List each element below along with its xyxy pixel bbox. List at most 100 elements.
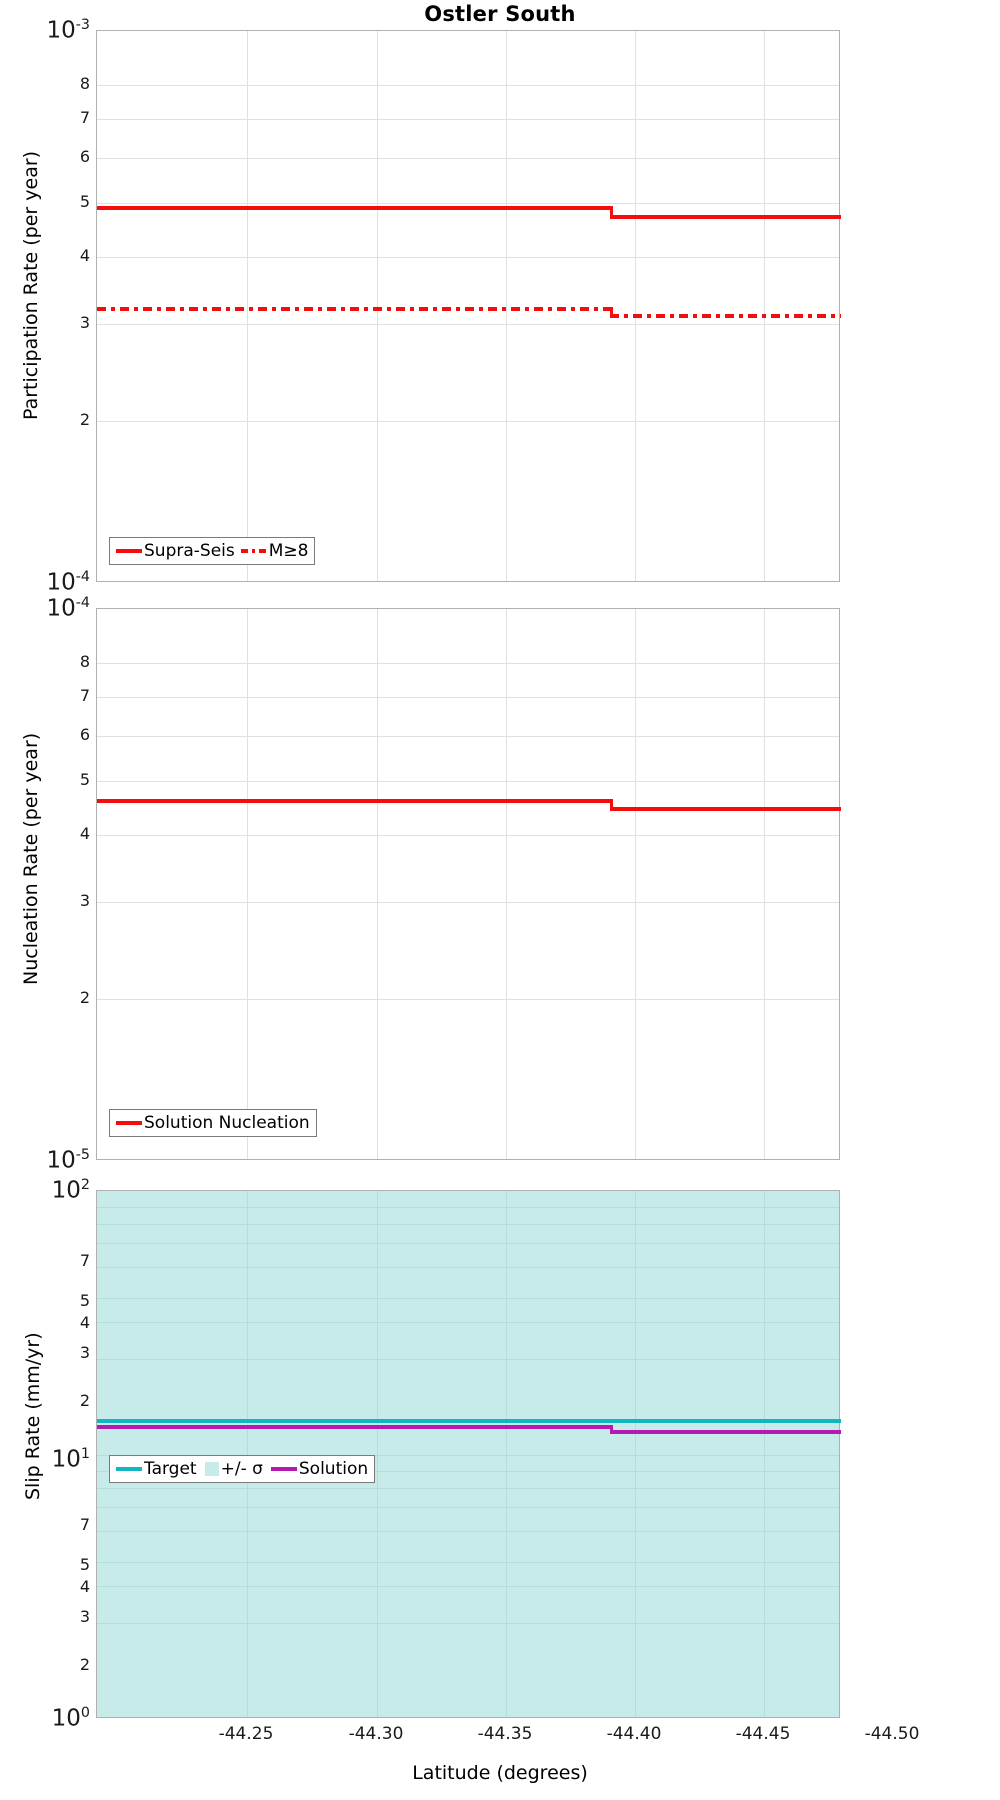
gridline-h [97, 1531, 839, 1532]
gridline-v [377, 31, 378, 581]
series-solution-riser [610, 1425, 613, 1434]
ytick-p3: 4 [79, 1577, 90, 1596]
gridline-h [97, 85, 839, 86]
line-dashdot-icon [240, 549, 267, 553]
ytick-p1-top: 10-3 [46, 17, 91, 44]
xlabel-latitude: Latitude (degrees) [412, 1762, 588, 1784]
exponent: -4 [75, 595, 90, 611]
gridline-v [506, 1191, 507, 1717]
gridline-v [764, 609, 765, 1159]
gridline-v [635, 31, 636, 581]
gridline-h [97, 421, 839, 422]
series-solution-nucleation-segment [97, 799, 612, 803]
exponent: -5 [75, 1147, 90, 1163]
series-target-segment [97, 1419, 612, 1423]
xtick: -44.40 [606, 1724, 662, 1744]
ytick-p2: 2 [79, 988, 90, 1007]
gridline-h [97, 697, 839, 698]
gridline-h [97, 1224, 839, 1225]
ytick-p2: 4 [79, 824, 90, 843]
gridline-h [97, 203, 839, 204]
panel-nucleation-rate: Solution Nucleation [96, 608, 841, 1160]
ytick-p3-mid: 101 [51, 1446, 90, 1473]
line-solid-icon [116, 549, 142, 553]
ytick-p2-top: 10-4 [46, 595, 91, 622]
panel-slip-rate: Target +/- σ Solution [96, 1190, 841, 1718]
ylabel-nucleation-rate: Nucleation Rate (per year) [20, 732, 42, 985]
gridline-h [97, 1455, 839, 1456]
xtick: -44.35 [477, 1724, 533, 1744]
legend-slip-rate[interactable]: Target +/- σ Solution [109, 1455, 376, 1483]
exponent: 2 [80, 1177, 90, 1193]
legend-item-m8[interactable]: M≥8 [240, 541, 308, 561]
ytick-p3: 5 [79, 1291, 90, 1310]
gridline-h [97, 324, 839, 325]
ytick-p2: 3 [79, 891, 90, 910]
legend-label: Target [144, 1459, 197, 1479]
gridline-v [506, 609, 507, 1159]
xtick: -44.25 [218, 1724, 274, 1744]
ytick-p1: 2 [79, 410, 90, 429]
xtick: -44.45 [735, 1724, 791, 1744]
series-m8-riser [610, 307, 613, 316]
gridline-v [764, 31, 765, 581]
ytick-p2: 6 [79, 725, 90, 744]
ytick-p3: 2 [79, 1391, 90, 1410]
gridline-h [97, 1488, 839, 1489]
gridline-h [97, 1359, 839, 1360]
ytick-p3: 4 [79, 1313, 90, 1332]
ytick-p1-bottom: 10-4 [46, 569, 91, 596]
gridline-v [377, 1191, 378, 1717]
ytick-p3-bottom: 100 [51, 1705, 90, 1732]
legend-item-target[interactable]: Target [116, 1459, 197, 1479]
gridline-h [97, 781, 839, 782]
gridline-h [97, 1471, 839, 1472]
gridline-v [247, 31, 248, 581]
gridline-h [97, 1623, 839, 1624]
ytick-p3: 7 [79, 1515, 90, 1534]
series-solution-nucleation-riser [610, 799, 613, 811]
ytick-p3: 3 [79, 1343, 90, 1362]
legend-label: +/- σ [220, 1459, 263, 1479]
legend-item-supra-seis[interactable]: Supra-Seis [116, 541, 235, 561]
ytick-p3: 5 [79, 1555, 90, 1574]
gridline-v [247, 1191, 248, 1717]
exponent: -3 [75, 17, 90, 33]
gridline-h [97, 1562, 839, 1563]
series-supra-seis-riser [610, 206, 613, 219]
legend-nucleation[interactable]: Solution Nucleation [109, 1109, 317, 1137]
exponent: 0 [80, 1705, 90, 1721]
ytick-p2: 7 [79, 686, 90, 705]
ytick-p2-bottom: 10-5 [46, 1147, 91, 1174]
ytick-p1: 4 [79, 246, 90, 265]
legend-item-sigma-band[interactable]: +/- σ [204, 1459, 263, 1479]
ytick-p2: 5 [79, 770, 90, 789]
gridline-h [97, 1267, 839, 1268]
gridline-v [635, 1191, 636, 1717]
series-m8-segment [610, 314, 841, 318]
gridline-h [97, 1207, 839, 1208]
gridline-v [635, 609, 636, 1159]
legend-item-solution[interactable]: Solution [270, 1459, 369, 1479]
series-solution-nucleation-segment [610, 807, 841, 811]
legend-label: Solution [298, 1459, 369, 1479]
gridline-h [97, 257, 839, 258]
legend-participation[interactable]: Supra-Seis M≥8 [109, 537, 316, 565]
gridline-h [97, 1298, 839, 1299]
panel-participation-rate: Supra-Seis M≥8 [96, 30, 841, 582]
legend-label: Solution Nucleation [144, 1113, 310, 1133]
series-solution-segment [610, 1430, 841, 1434]
page-title: Ostler South [424, 2, 576, 26]
line-solid-icon [116, 1467, 142, 1471]
exponent: -4 [75, 569, 90, 585]
ytick-p1: 5 [79, 192, 90, 211]
gridline-h [97, 902, 839, 903]
xtick: -44.30 [348, 1724, 404, 1744]
legend-item-solution-nucleation[interactable]: Solution Nucleation [116, 1113, 310, 1133]
gridline-h [97, 1507, 839, 1508]
gridline-h [97, 119, 839, 120]
ytick-p1: 6 [79, 147, 90, 166]
gridline-h [97, 1586, 839, 1587]
gridline-h [97, 835, 839, 836]
